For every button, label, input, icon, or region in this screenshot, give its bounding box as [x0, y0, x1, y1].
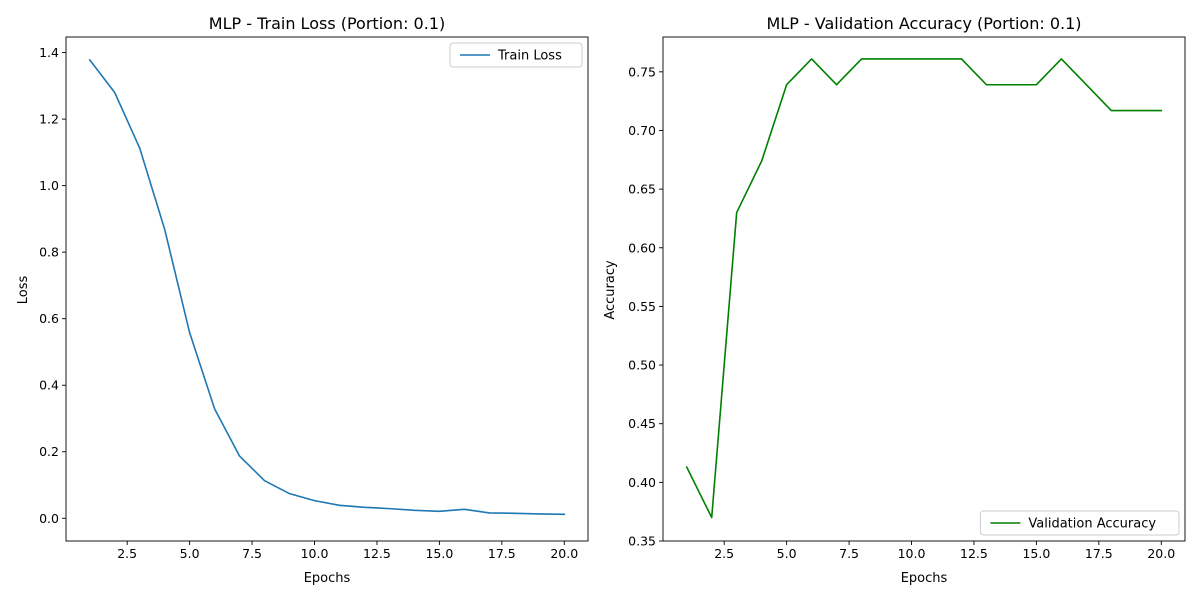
validation-accuracy-y-tick-label: 0.35 — [628, 534, 656, 549]
train-loss-y-tick-label: 0.0 — [39, 511, 59, 526]
train-loss-legend-label: Train Loss — [497, 49, 562, 64]
validation-accuracy-y-tick-label: 0.50 — [628, 358, 656, 373]
validation-accuracy-chart: MLP - Validation Accuracy (Portion: 0.1)… — [603, 14, 1186, 586]
train-loss-x-tick-label: 17.5 — [488, 546, 516, 561]
validation-accuracy-y-tick-label: 0.55 — [628, 299, 656, 314]
train-loss-x-tick-label: 7.5 — [242, 546, 262, 561]
train-loss-legend-box — [449, 42, 583, 68]
validation-accuracy-y-axis-label: Accuracy — [603, 260, 618, 320]
train-loss-y-tick-label: 0.6 — [39, 311, 59, 326]
train-loss-x-tick-label: 15.0 — [425, 546, 453, 561]
validation-accuracy-y-tick-label: 0.70 — [628, 123, 656, 138]
validation-accuracy-x-axis-label: Epochs — [901, 571, 948, 586]
train-loss-series-line-0 — [88, 58, 566, 516]
train-loss-x-tick-label: 5.0 — [180, 546, 200, 561]
validation-accuracy-x-tick-label: 17.5 — [1085, 546, 1113, 561]
validation-accuracy-x-tick-label: 5.0 — [777, 546, 797, 561]
validation-accuracy-series-line-0 — [685, 58, 1163, 519]
validation-accuracy-y-tick-label: 0.65 — [628, 182, 656, 197]
validation-accuracy-x-tick-label: 10.0 — [898, 546, 926, 561]
train-loss-y-tick-label: 1.2 — [39, 112, 59, 127]
validation-accuracy-axes-frame — [662, 36, 1186, 542]
train-loss-x-axis-label: Epochs — [304, 571, 351, 586]
train-loss-axes-frame — [65, 36, 589, 542]
validation-accuracy-x-tick-label: 20.0 — [1147, 546, 1175, 561]
validation-accuracy-title: MLP - Validation Accuracy (Portion: 0.1) — [766, 14, 1081, 33]
train-loss-y-tick-label: 0.2 — [39, 444, 59, 459]
train-loss-title: MLP - Train Loss (Portion: 0.1) — [209, 14, 445, 33]
train-loss-y-tick-label: 0.4 — [39, 378, 59, 393]
train-loss-chart: MLP - Train Loss (Portion: 0.1) 2.5 5.0 7.… — [16, 14, 589, 586]
train-loss-x-tick-label: 10.0 — [301, 546, 329, 561]
train-loss-y-tick-label: 1.4 — [39, 45, 59, 60]
validation-accuracy-x-tick-label: 2.5 — [714, 546, 734, 561]
validation-accuracy-plot-area: 2.5 5.0 7.5 10.0 12.5 15.0 17.5 20.0 0.35 0.40 0.4… — [628, 36, 1186, 561]
validation-accuracy-y-tick-label: 0.60 — [628, 240, 656, 255]
validation-accuracy-y-tick-label: 0.45 — [628, 416, 656, 431]
train-loss-x-tick-label: 2.5 — [117, 546, 137, 561]
train-loss-y-tick-label: 1.0 — [39, 178, 59, 193]
train-loss-y-axis-label: Loss — [16, 276, 31, 305]
train-loss-legend: Train Loss — [449, 42, 583, 68]
train-loss-plot-area: 2.5 5.0 7.5 10.0 12.5 15.0 17.5 20.0 0.0 0.2 0.4 0.… — [39, 36, 589, 561]
validation-accuracy-y-tick-label: 0.40 — [628, 475, 656, 490]
train-loss-x-tick-label: 20.0 — [550, 546, 578, 561]
validation-accuracy-y-tick-label: 0.75 — [628, 64, 656, 79]
validation-accuracy-legend: Validation Accuracy — [979, 510, 1180, 536]
validation-accuracy-x-tick-label: 7.5 — [839, 546, 859, 561]
train-loss-y-tick-label: 0.8 — [39, 245, 59, 260]
validation-accuracy-x-tick-label: 12.5 — [960, 546, 988, 561]
validation-accuracy-legend-label: Validation Accuracy — [1028, 517, 1156, 532]
validation-accuracy-x-tick-label: 15.0 — [1022, 546, 1050, 561]
train-loss-x-tick-label: 12.5 — [363, 546, 391, 561]
validation-accuracy-legend-box — [979, 510, 1180, 536]
